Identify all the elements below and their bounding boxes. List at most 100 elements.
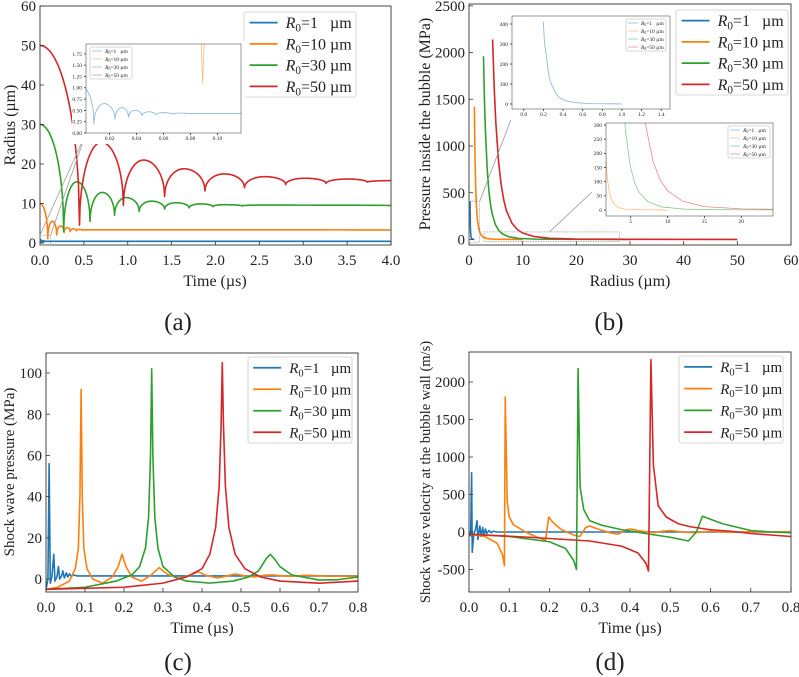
legend-label: R0=10 µm bbox=[742, 136, 766, 142]
inset-connector-line bbox=[479, 116, 513, 202]
series-line-50um bbox=[469, 358, 791, 572]
series-line-1um bbox=[46, 462, 358, 590]
legend-symbol: R bbox=[285, 36, 296, 53]
y-tick-label: 250 bbox=[594, 137, 603, 143]
x-tick-label: 0.5 bbox=[232, 600, 251, 616]
legend-symbol: R bbox=[104, 57, 109, 63]
y-tick-label: 1500 bbox=[435, 413, 465, 429]
x-tick-label: 0.7 bbox=[310, 600, 329, 616]
legend-symbol: R bbox=[742, 144, 747, 150]
y-tick-label: 100 bbox=[500, 82, 509, 88]
x-tick-label: 5 bbox=[629, 219, 632, 225]
x-tick-label: 3.0 bbox=[294, 253, 313, 269]
y-tick-label: 1000 bbox=[435, 139, 465, 155]
legend-label: R0=10 µm bbox=[640, 29, 664, 35]
x-tick-label: 60 bbox=[784, 253, 799, 269]
legend-label: R0=50 µm bbox=[640, 45, 664, 51]
legend-label: R0=10 µm bbox=[288, 383, 351, 401]
legend-label: R0=30 µm bbox=[640, 37, 664, 43]
y-tick-label: 500 bbox=[443, 186, 466, 202]
legend-subscript: 0 bbox=[729, 367, 734, 378]
series-line-10um bbox=[40, 202, 391, 240]
legend-text: =10 µm bbox=[748, 136, 766, 142]
legend-label: R0=10 µm bbox=[104, 57, 128, 63]
legend-text: =1 µm bbox=[110, 49, 128, 55]
y-tick-label: 60 bbox=[21, 0, 36, 15]
legend-subscript: 0 bbox=[298, 433, 303, 444]
legend-symbol: R bbox=[288, 383, 298, 399]
x-tick-label: 1.5 bbox=[162, 253, 181, 269]
y-tick-label: 0 bbox=[35, 572, 43, 588]
x-tick-label: 0.5 bbox=[661, 600, 680, 616]
y-tick-label: 30 bbox=[21, 118, 36, 134]
legend-text: =50 µm bbox=[748, 152, 766, 158]
y-tick-label: 0 bbox=[599, 208, 602, 214]
inset-connector-line bbox=[549, 191, 593, 233]
legend-subscript: 0 bbox=[298, 411, 303, 422]
series-line-1um bbox=[469, 201, 475, 241]
legend-label: R0=1 µm bbox=[104, 49, 128, 55]
y-tick-label: 1.25 bbox=[72, 74, 82, 80]
x-tick-label: 0.4 bbox=[193, 600, 212, 616]
legend-subscript: 0 bbox=[727, 63, 733, 75]
panel-a: 0.0 0.5 1.0 1.5 2.0 2.5 3.0 3.5 4.0 0 10 20 30 40 50 60… bbox=[2, 0, 400, 336]
legend-subscript: 0 bbox=[295, 44, 301, 56]
x-tick-label: 0.2 bbox=[540, 600, 559, 616]
legend-subscript: 0 bbox=[746, 138, 748, 142]
legend-symbol: R bbox=[104, 49, 109, 55]
legend-symbol: R bbox=[742, 128, 747, 134]
legend-subscript: 0 bbox=[295, 65, 301, 77]
y-tick-label: 10 bbox=[21, 197, 36, 213]
legend-subscript: 0 bbox=[644, 23, 646, 27]
inset-legend bbox=[727, 125, 771, 159]
legend-subscript: 0 bbox=[729, 389, 734, 400]
y-tick-label: 300 bbox=[594, 123, 603, 129]
legend-label: R0=50 µm bbox=[717, 77, 785, 97]
y-tick-label: 2500 bbox=[435, 0, 465, 15]
legend-label: R0=30 µm bbox=[285, 58, 353, 78]
legend-label: R0=10 µm bbox=[719, 382, 782, 400]
y-tick-label: 2000 bbox=[435, 375, 465, 391]
x-tick-label: 1.0 bbox=[118, 253, 137, 269]
legend-symbol: R bbox=[104, 65, 109, 71]
legend-symbol: R bbox=[717, 13, 728, 30]
x-tick-label: 0.4 bbox=[621, 600, 640, 616]
inset-legend bbox=[89, 46, 133, 80]
legend-label: R0=50 µm bbox=[742, 152, 766, 158]
legend-text: =50 µm bbox=[646, 45, 664, 51]
legend-text: =30 µm bbox=[733, 56, 784, 73]
legend-symbol: R bbox=[640, 29, 645, 35]
series-line-30um bbox=[46, 368, 358, 591]
legend bbox=[675, 9, 789, 96]
y-tick-label: 0 bbox=[458, 232, 466, 248]
x-tick-label: 0.8 bbox=[782, 600, 799, 616]
legend-text: =10 µm bbox=[304, 383, 352, 399]
y-tick-label: 0.50 bbox=[72, 108, 82, 114]
zoom-region-marker bbox=[483, 231, 620, 243]
x-tick-label: 0.5 bbox=[75, 253, 94, 269]
legend-label: R0=50 µm bbox=[288, 426, 351, 444]
legend-text: =1 µm bbox=[646, 21, 664, 27]
legend-subscript: 0 bbox=[108, 59, 110, 63]
series-line-10um bbox=[473, 106, 523, 241]
legend-symbol: R bbox=[640, 45, 645, 51]
legend-symbol: R bbox=[717, 77, 728, 94]
legend-subscript: 0 bbox=[298, 390, 303, 401]
x-tick-label: 0.4 bbox=[560, 112, 567, 118]
y-tick-label: 0.00 bbox=[72, 131, 82, 137]
x-tick-label: 0.3 bbox=[580, 600, 599, 616]
x-tick-label: 0.7 bbox=[741, 600, 760, 616]
x-tick-label: 0.2 bbox=[115, 600, 134, 616]
legend-symbol: R bbox=[285, 79, 296, 96]
y-tick-label: 40 bbox=[27, 490, 42, 506]
legend-text: =50 µm bbox=[735, 425, 783, 441]
y-tick-label: 2000 bbox=[435, 46, 465, 62]
legend-text: =50 µm bbox=[110, 73, 128, 79]
x-tick-label: 0.2 bbox=[540, 112, 547, 118]
legend-symbol: R bbox=[719, 360, 729, 376]
y-tick-label: 20 bbox=[27, 531, 42, 547]
legend-symbol: R bbox=[104, 73, 109, 79]
inset-frame bbox=[511, 15, 671, 110]
